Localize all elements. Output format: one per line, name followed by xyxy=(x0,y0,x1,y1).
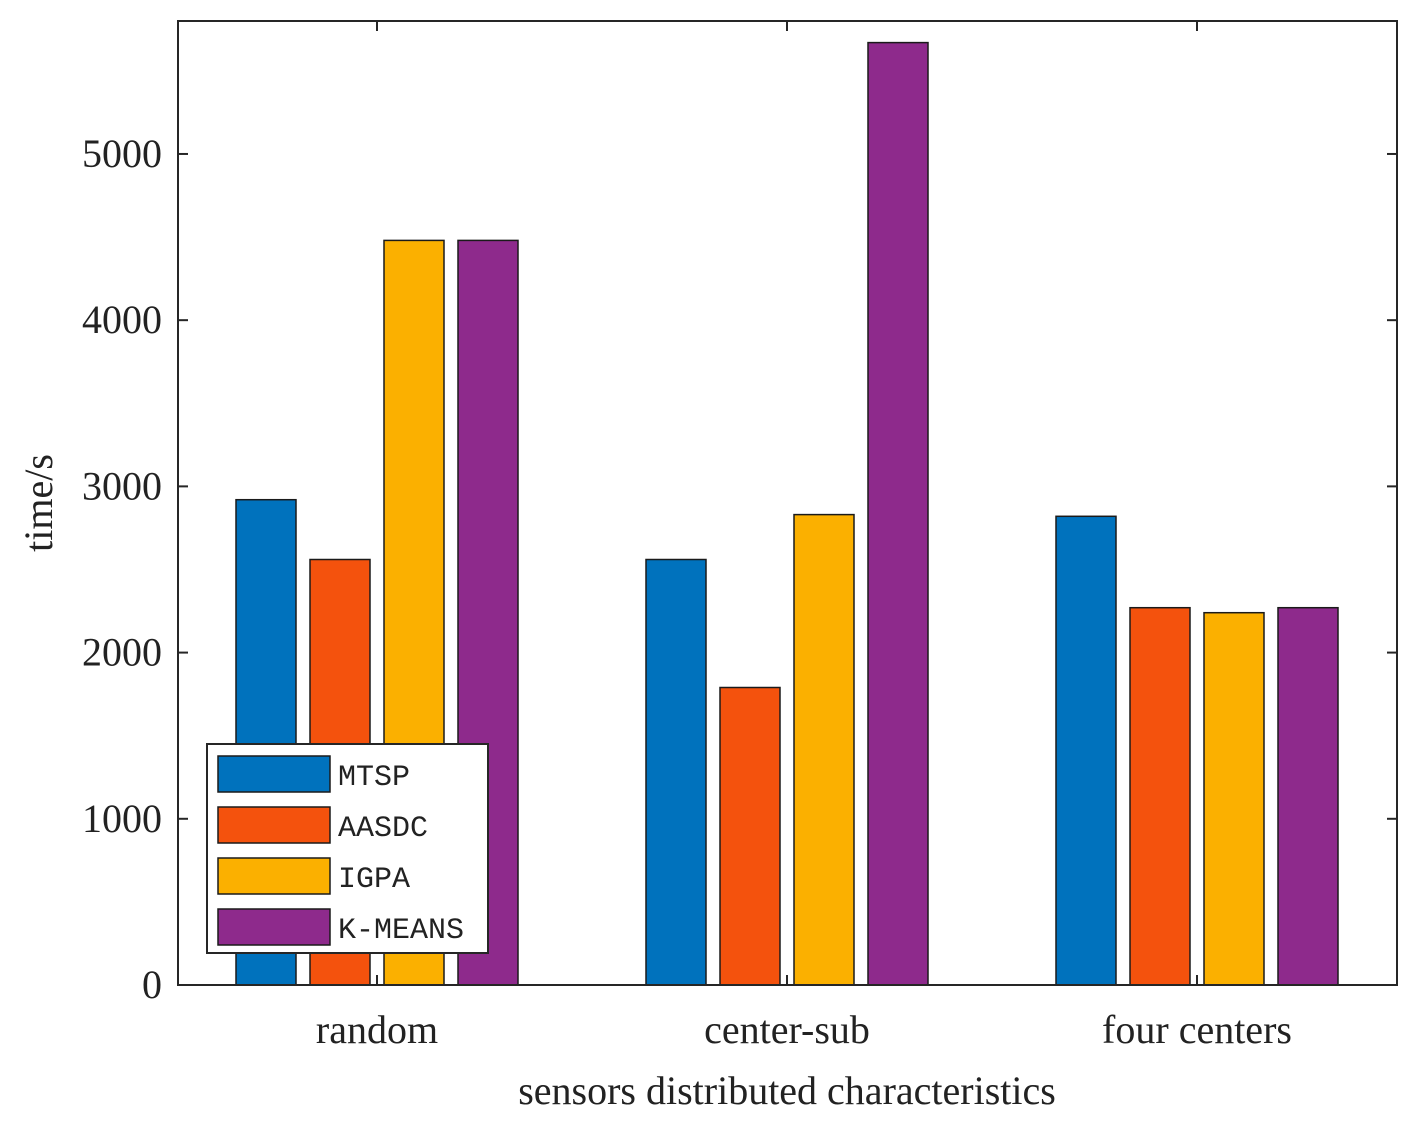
legend-swatch-k-means xyxy=(217,908,331,946)
y-tick-label: 3000 xyxy=(82,463,162,508)
bar-igpa-center-sub xyxy=(793,513,855,986)
legend-label-mtsp: MTSP xyxy=(338,761,410,795)
legend-swatch-aasdc xyxy=(217,806,331,844)
y-tick-label: 1000 xyxy=(82,796,162,841)
bar-mtsp-center-sub xyxy=(645,558,707,986)
y-axis-title: time/s xyxy=(16,454,61,552)
plot-frame xyxy=(177,20,1398,986)
x-tick-label: random xyxy=(316,1007,438,1052)
y-tick-label: 0 xyxy=(142,962,162,1007)
legend: MTSP AASDC IGPA K-MEANS xyxy=(206,743,489,954)
y-tick-label: 5000 xyxy=(82,131,162,176)
legend-swatch-mtsp xyxy=(217,755,331,793)
legend-swatch-igpa xyxy=(217,857,331,895)
x-axis-title: sensors distributed characteristics xyxy=(518,1068,1056,1113)
bar-igpa-four-centers xyxy=(1203,611,1265,986)
bar-k-means-center-sub xyxy=(867,41,929,986)
ticks-layer: 0 1000 2000 3000 4000 5000 random center-sub fou… xyxy=(82,21,1397,1052)
bar-k-means-four-centers xyxy=(1277,606,1339,986)
bar-aasdc-four-centers xyxy=(1129,606,1191,986)
y-tick-label: 2000 xyxy=(82,630,162,675)
legend-label-igpa: IGPA xyxy=(338,863,410,897)
legend-label-aasdc: AASDC xyxy=(338,812,428,846)
y-tick-label: 4000 xyxy=(82,297,162,342)
bar-mtsp-four-centers xyxy=(1055,515,1117,986)
x-tick-label: four centers xyxy=(1102,1007,1292,1052)
bar-aasdc-center-sub xyxy=(719,686,781,986)
x-tick-label: center-sub xyxy=(704,1007,870,1052)
legend-label-k-means: K-MEANS xyxy=(338,914,464,948)
